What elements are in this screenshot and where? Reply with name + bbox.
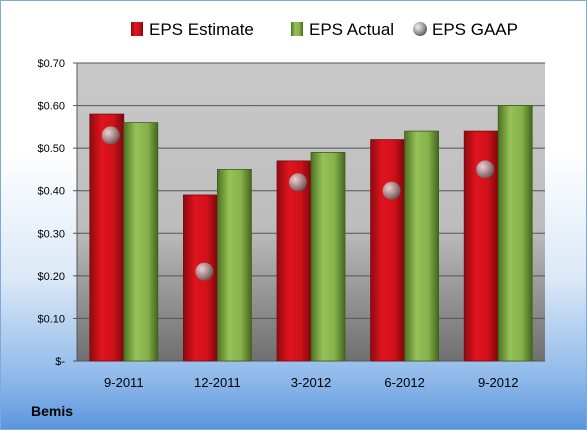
company-name: Bemis	[31, 403, 74, 419]
y-tick-label: $-	[55, 356, 65, 368]
bar-eps-actual	[404, 130, 440, 362]
point-eps-gaap	[289, 173, 307, 192]
y-tick-label: $0.10	[37, 313, 65, 325]
bar-eps-actual	[497, 105, 533, 362]
bar-eps-estimate	[276, 160, 312, 362]
x-tick-label: 12-2011	[194, 375, 241, 390]
point-eps-gaap	[476, 160, 495, 179]
x-tick-label: 9-2012	[478, 375, 518, 390]
bar-eps-actual	[310, 151, 346, 362]
legend-eps-actual-swatch	[291, 22, 303, 36]
point-eps-gaap	[382, 181, 401, 200]
x-tick-label: 6-2012	[384, 375, 424, 390]
legend-eps-gaap: EPS GAAP	[432, 20, 518, 39]
x-tick-label: 3-2012	[291, 375, 331, 390]
legend-eps-actual: EPS Actual	[309, 20, 394, 39]
y-tick-label: $0.20	[37, 271, 65, 283]
point-eps-gaap	[195, 262, 214, 281]
y-tick-label: $0.50	[37, 143, 65, 155]
bar-eps-actual	[216, 169, 252, 362]
y-tick-label: $0.60	[37, 101, 65, 113]
y-tick-label: $0.70	[37, 58, 65, 70]
bar-eps-estimate	[370, 139, 406, 362]
legend-eps-estimate: EPS Estimate	[149, 20, 254, 39]
bar-eps-actual	[123, 122, 159, 362]
legend-eps-estimate-swatch	[131, 22, 143, 36]
y-tick-label: $0.30	[37, 228, 65, 240]
legend-eps-gaap-swatch	[413, 22, 427, 36]
point-eps-gaap	[101, 126, 120, 145]
bar-eps-estimate	[89, 113, 125, 362]
x-tick-label: 9-2011	[104, 375, 144, 390]
y-tick-label: $0.40	[37, 186, 65, 198]
